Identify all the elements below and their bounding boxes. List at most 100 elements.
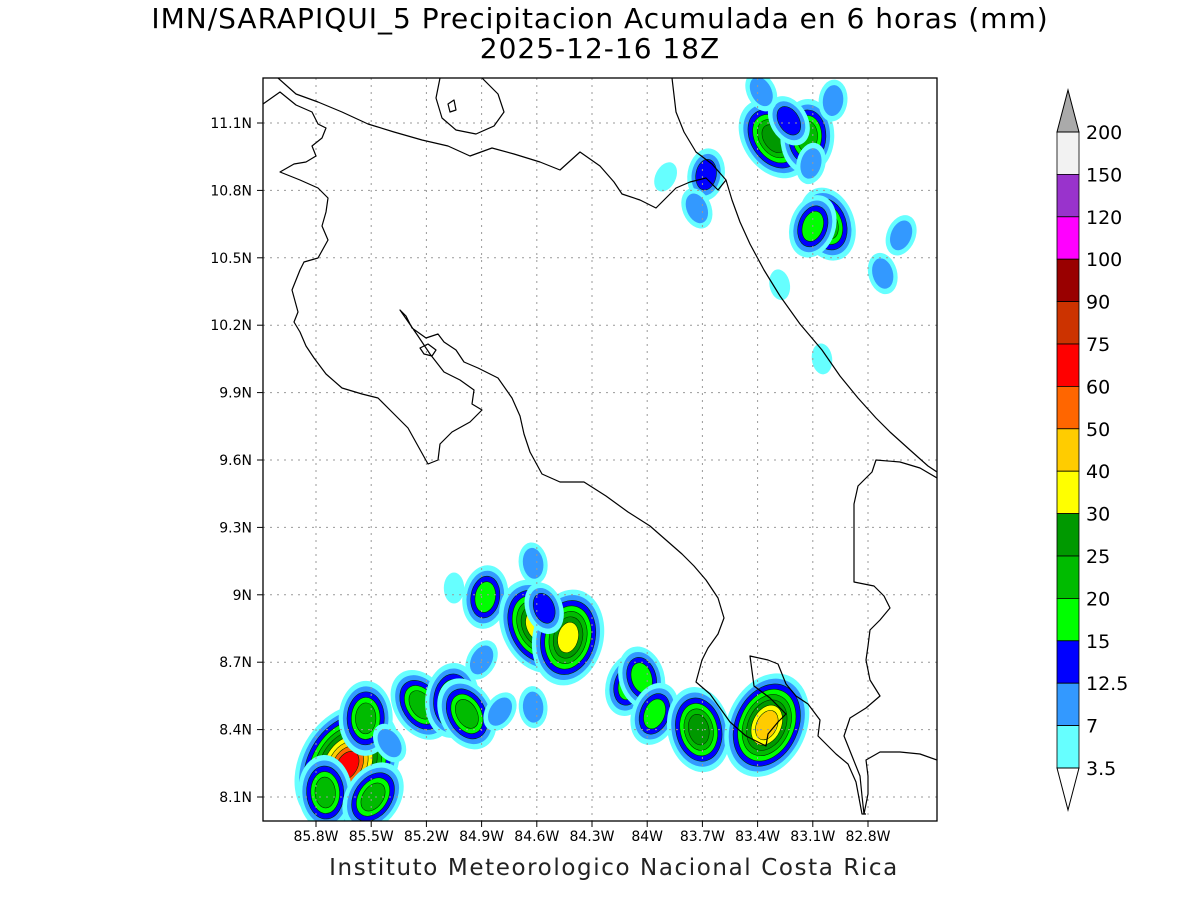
precip-cell <box>298 755 353 821</box>
precip-contour <box>487 697 513 726</box>
colorbar-bin <box>1056 131 1080 175</box>
precip-contour <box>360 782 386 812</box>
lon-tick-label: 84.9W <box>459 829 504 845</box>
precip-contour <box>455 699 479 729</box>
lon-tick-label: 82.8W <box>845 829 890 845</box>
precip-cell <box>767 96 810 146</box>
footer-credit: Instituto Meteorologico Nacional Costa R… <box>329 855 899 881</box>
precip-contour <box>532 593 556 624</box>
precip-cell <box>443 572 465 604</box>
coastlines-and-borders <box>263 78 937 815</box>
lake-nicaragua-shore <box>277 78 727 209</box>
lat-tick-label: 10.2N <box>210 318 252 334</box>
precip-cell <box>462 565 509 629</box>
colorbar-level-label: 30 <box>1086 504 1110 526</box>
precip-cell <box>342 762 404 821</box>
precip-cell <box>745 78 778 112</box>
lon-tick-label: 83.1W <box>790 829 835 845</box>
lon-tick-label: 85.8W <box>293 829 338 845</box>
colorbar-bin <box>1056 640 1080 684</box>
lat-tick-label: 9.3N <box>219 520 252 536</box>
caribbean-coastline <box>725 179 937 473</box>
colorbar-level-label: 3.5 <box>1086 758 1116 780</box>
precip-contour <box>685 193 709 224</box>
precip-contour <box>890 220 913 251</box>
colorbar-level-label: 90 <box>1086 292 1110 314</box>
precip-contour <box>654 162 678 192</box>
colorbar: 200 150 120 100 90 75 60 50 40 30 25 20 15 12.5 7 3.5 <box>1056 88 1128 812</box>
colorbar-level-label: 150 <box>1086 164 1122 186</box>
plot-frame <box>262 77 938 822</box>
precip-contour <box>769 269 791 301</box>
lat-tick-label: 10.5N <box>210 251 252 267</box>
colorbar-level-label: 20 <box>1086 588 1110 610</box>
lon-tick-label: 85.2W <box>404 829 449 845</box>
precip-contour <box>522 547 544 579</box>
precip-contour <box>557 621 579 654</box>
colorbar-level-label: 200 <box>1086 122 1122 144</box>
colorbar-bin <box>1056 598 1080 642</box>
colorbar-bin <box>1056 470 1080 515</box>
precip-cell <box>518 686 548 729</box>
precip-contour <box>776 106 802 136</box>
precip-cell <box>818 79 848 122</box>
precip-cell <box>769 269 791 301</box>
precip-cell <box>811 343 833 375</box>
colorbar-level-label: 75 <box>1086 334 1110 356</box>
precip-contour <box>522 691 544 723</box>
colorbar-level-label: 7 <box>1086 716 1098 738</box>
colorbar-bin <box>1056 301 1080 345</box>
colorbar-bin <box>1056 258 1080 303</box>
lon-tick-label: 83.4W <box>735 829 780 845</box>
precip-contour <box>811 343 833 375</box>
colorbar-level-label: 60 <box>1086 376 1110 398</box>
lat-tick-label: 9.6N <box>219 453 252 469</box>
precip-contour <box>314 776 336 809</box>
colorbar-bin <box>1056 343 1080 387</box>
lat-tick-label: 9N <box>233 588 252 604</box>
lat-tick-label: 9.9N <box>219 386 252 402</box>
precip-cell <box>654 162 678 192</box>
lat-tick-label: 11.1N <box>210 116 252 132</box>
precip-contour <box>643 698 666 730</box>
precip-contour <box>755 710 779 741</box>
precip-cell <box>437 678 497 750</box>
precip-cell <box>796 142 826 185</box>
precip-cell <box>483 692 517 731</box>
precip-cell <box>372 723 407 763</box>
colorbar-level-label: 40 <box>1086 461 1110 483</box>
lat-tick-label: 8.1N <box>219 790 252 806</box>
colorbar-level-label: 15 <box>1086 631 1110 653</box>
precip-contour <box>800 148 822 179</box>
colorbar-bin <box>1056 216 1080 260</box>
precip-cell <box>518 542 548 585</box>
nicoya-island <box>419 343 437 357</box>
colorbar-bin <box>1056 725 1080 769</box>
lon-tick-label: 84.6W <box>514 829 559 845</box>
precip-cell <box>885 215 917 256</box>
lat-tick-label: 10.8N <box>210 183 252 199</box>
lat-tick-label: 8.4N <box>219 723 252 739</box>
precip-contour <box>355 702 377 735</box>
precip-contour <box>443 572 465 604</box>
nicaragua-land-north <box>435 78 505 135</box>
precip-contour <box>474 581 496 613</box>
map-date-title: 2025-12-16 18Z <box>479 32 721 65</box>
map-grid <box>263 78 937 821</box>
panama-border <box>843 459 937 815</box>
lon-tick-label: 84.3W <box>569 829 614 845</box>
lon-tick-label: 84W <box>631 829 663 845</box>
colorbar-level-label: 100 <box>1086 249 1122 271</box>
colorbar-bin <box>1056 173 1080 218</box>
lon-tick-label: 83.7W <box>680 829 725 845</box>
precipitation-field <box>294 78 917 821</box>
colorbar-bin <box>1056 555 1080 599</box>
pacific-coastline <box>263 91 866 815</box>
map-axes: 85.8W 85.5W 85.2W 84.9W 84.6W 84.3W 84W 83.7W 83… <box>210 116 890 845</box>
colorbar-bin <box>1056 385 1080 430</box>
lon-tick-label: 85.5W <box>349 829 394 845</box>
island-north <box>447 99 457 113</box>
colorbar-min-arrow <box>1056 767 1080 812</box>
precip-contour <box>749 78 773 107</box>
